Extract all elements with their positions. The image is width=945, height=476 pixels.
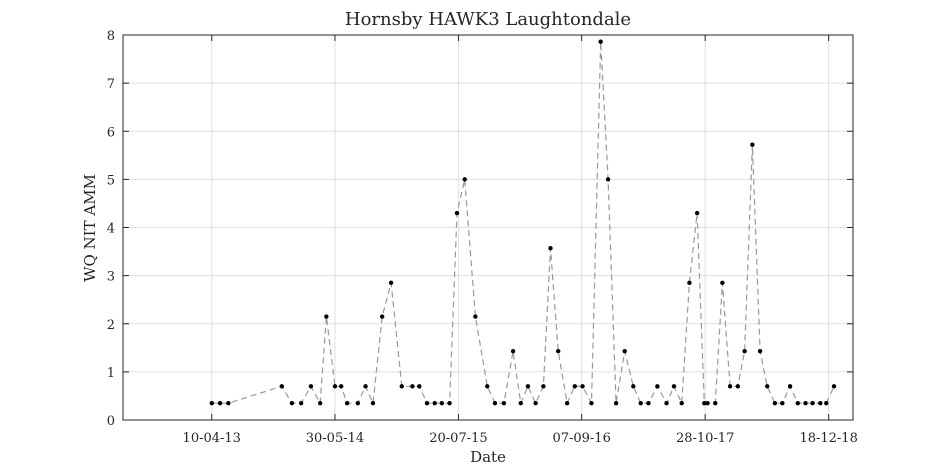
- data-point: [713, 400, 718, 406]
- plot-frame: [122, 34, 854, 421]
- data-point: [613, 400, 619, 406]
- data-point: [818, 400, 823, 406]
- data-point: [622, 348, 627, 354]
- data-point: [217, 400, 223, 406]
- data-point: [750, 142, 755, 147]
- data-point: [533, 400, 538, 406]
- data-markers: [209, 39, 837, 406]
- data-point: [727, 384, 733, 389]
- y-tick-label: 3: [107, 270, 115, 285]
- data-point: [810, 400, 815, 406]
- data-point: [355, 400, 361, 406]
- y-tick-label: 7: [107, 77, 115, 92]
- y-tick-label: 0: [107, 414, 115, 429]
- data-point: [757, 348, 763, 354]
- y-tick-label: 1: [107, 366, 115, 381]
- data-point: [735, 384, 741, 389]
- data-point: [370, 400, 376, 406]
- data-point: [501, 400, 507, 406]
- data-point: [279, 384, 285, 389]
- y-tick-label: 6: [107, 125, 115, 140]
- data-point: [338, 384, 344, 389]
- data-point: [447, 400, 452, 406]
- series-line: [211, 41, 835, 406]
- data-point: [765, 384, 770, 389]
- data-point: [638, 400, 643, 406]
- data-point: [742, 348, 747, 354]
- data-point: [548, 245, 553, 251]
- y-tick-label: 5: [107, 173, 115, 188]
- data-point: [298, 400, 304, 406]
- x-tick-label: 10-04-13: [183, 431, 241, 446]
- y-axis-label: WQ NIT AMM: [81, 174, 99, 282]
- data-point: [671, 384, 677, 389]
- data-point: [705, 400, 710, 406]
- data-point: [424, 400, 430, 406]
- data-point: [439, 400, 445, 406]
- x-axis-label: Date: [470, 448, 506, 466]
- y-tick-label: 2: [107, 318, 115, 333]
- data-point: [787, 384, 793, 389]
- data-point: [564, 400, 570, 406]
- data-point: [720, 280, 725, 286]
- data-point: [556, 348, 561, 354]
- chart-title: Hornsby HAWK3 Laughtondale: [345, 9, 631, 30]
- data-point: [655, 384, 660, 389]
- data-point: [795, 400, 800, 406]
- y-tick-label: 8: [107, 29, 115, 44]
- data-point: [772, 400, 778, 406]
- data-point: [664, 400, 669, 406]
- x-tick-label: 18-12-18: [799, 431, 857, 446]
- data-point: [646, 400, 651, 406]
- data-point: [363, 384, 368, 389]
- data-point: [694, 210, 700, 216]
- data-point: [432, 400, 437, 406]
- data-point: [605, 177, 611, 182]
- data-point: [289, 400, 295, 406]
- data-point: [332, 384, 338, 389]
- y-tick-label: 4: [107, 222, 115, 237]
- data-point: [687, 280, 692, 286]
- axes: 0 1 2 3 4 5 6 7 8 10-04-13 30-05-14 20-07-15 07-09-1…: [107, 29, 858, 446]
- data-point: [824, 400, 829, 406]
- data-point: [454, 210, 460, 216]
- data-point: [473, 314, 478, 319]
- series-polyline: [211, 41, 835, 406]
- x-tick-label: 28-10-17: [676, 431, 734, 446]
- data-point: [388, 280, 394, 286]
- data-point: [417, 384, 422, 389]
- data-point: [510, 348, 516, 354]
- data-point: [209, 400, 214, 406]
- data-point: [631, 384, 636, 389]
- data-point: [780, 400, 785, 406]
- data-point: [589, 400, 594, 406]
- data-point: [541, 384, 546, 389]
- data-point: [580, 384, 585, 389]
- data-point: [399, 384, 404, 389]
- grid-lines: [123, 34, 853, 421]
- x-tick-label: 30-05-14: [306, 431, 364, 446]
- data-point: [317, 400, 323, 406]
- data-point: [702, 400, 707, 406]
- x-tick-label: 07-09-16: [552, 431, 610, 446]
- data-point: [831, 384, 837, 389]
- data-point: [462, 177, 467, 182]
- x-tick-label: 20-07-15: [429, 431, 487, 446]
- data-point: [598, 39, 603, 44]
- data-point: [379, 314, 385, 319]
- data-point: [572, 384, 578, 389]
- data-point: [308, 384, 314, 389]
- data-point: [485, 384, 490, 389]
- data-point: [410, 384, 415, 389]
- data-point: [679, 400, 684, 406]
- data-point: [525, 384, 531, 389]
- data-point: [803, 400, 808, 406]
- data-point: [344, 400, 350, 406]
- data-point: [324, 314, 329, 319]
- data-point: [518, 400, 524, 406]
- data-point: [492, 400, 498, 406]
- data-point: [226, 400, 231, 406]
